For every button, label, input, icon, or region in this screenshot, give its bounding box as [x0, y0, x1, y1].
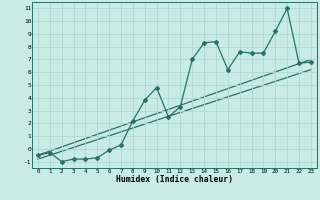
- X-axis label: Humidex (Indice chaleur): Humidex (Indice chaleur): [116, 175, 233, 184]
